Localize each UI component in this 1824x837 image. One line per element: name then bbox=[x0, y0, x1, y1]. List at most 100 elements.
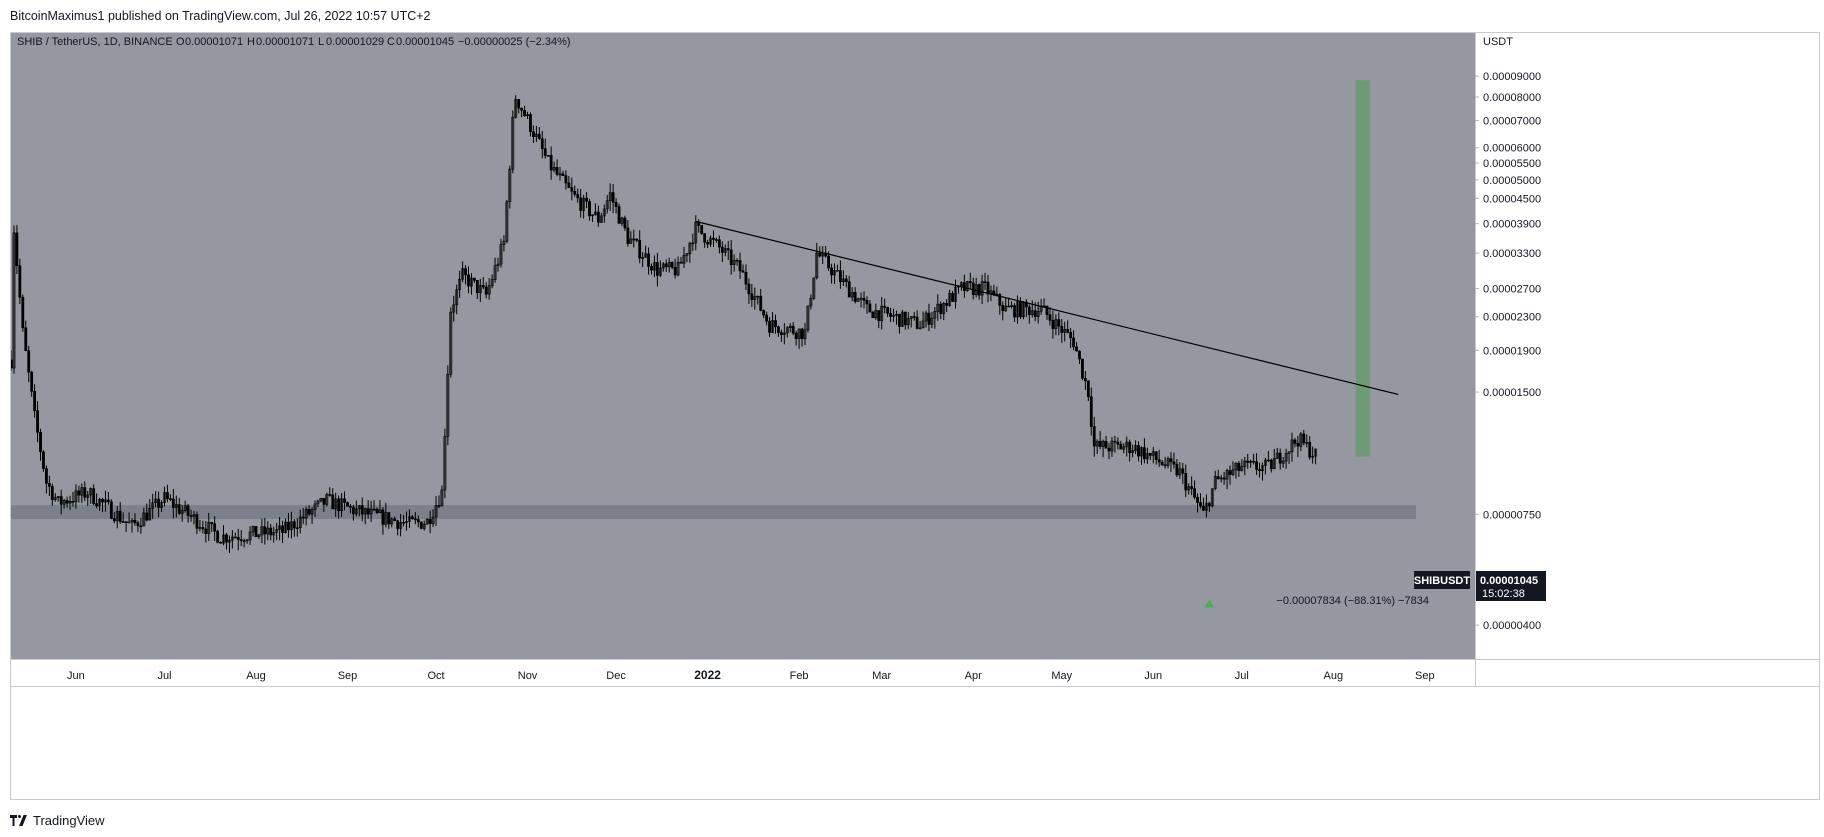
candle bbox=[151, 493, 155, 520]
candle bbox=[927, 303, 931, 332]
candle bbox=[1083, 371, 1087, 390]
candle bbox=[118, 502, 122, 525]
candle bbox=[617, 203, 621, 224]
candle bbox=[45, 465, 48, 494]
candle bbox=[1024, 299, 1028, 318]
price-tick-label: 0.00009000 bbox=[1483, 71, 1541, 83]
candle bbox=[1237, 461, 1241, 477]
candle bbox=[930, 311, 934, 329]
candle bbox=[903, 311, 907, 330]
candle bbox=[1296, 435, 1300, 458]
candle bbox=[464, 265, 467, 285]
price-chart[interactable]: 0.00009000 0.00008000 0.00007000 0.00006000… bbox=[11, 33, 1819, 799]
price-axis-unit: USDT bbox=[1483, 36, 1513, 48]
candle bbox=[36, 401, 39, 443]
candle bbox=[505, 199, 509, 244]
time-tick-label: Sep bbox=[1415, 670, 1435, 682]
candle bbox=[499, 238, 503, 268]
candle bbox=[543, 138, 547, 159]
candle bbox=[750, 284, 754, 307]
candle bbox=[853, 287, 857, 304]
candle bbox=[1205, 494, 1208, 518]
candle bbox=[328, 487, 332, 497]
candle bbox=[1137, 441, 1140, 462]
candle bbox=[703, 233, 707, 248]
candle bbox=[413, 512, 417, 525]
candle bbox=[741, 264, 745, 273]
candle bbox=[484, 282, 488, 299]
candle bbox=[363, 507, 367, 525]
candle bbox=[295, 518, 299, 537]
time-tick-label: Aug bbox=[1324, 670, 1344, 682]
candle bbox=[667, 257, 671, 273]
candle bbox=[166, 484, 169, 503]
time-tick-label: May bbox=[1051, 670, 1072, 682]
candle bbox=[393, 516, 397, 522]
candle bbox=[290, 511, 293, 539]
legend-change: −0.00000025 (−2.34%) bbox=[458, 36, 571, 48]
candle bbox=[1157, 449, 1161, 467]
candle bbox=[260, 518, 264, 544]
candle bbox=[443, 428, 447, 499]
candle bbox=[670, 261, 674, 270]
candle bbox=[774, 314, 777, 334]
candle bbox=[921, 311, 925, 329]
candle bbox=[1246, 453, 1250, 469]
last-price-tag bbox=[1476, 571, 1546, 601]
candle bbox=[236, 528, 240, 551]
candle bbox=[1075, 342, 1078, 352]
candle bbox=[65, 496, 69, 508]
candle bbox=[962, 274, 966, 298]
legend-open-label: O bbox=[176, 36, 185, 48]
candle bbox=[1222, 471, 1226, 485]
candle bbox=[1231, 461, 1235, 477]
candle bbox=[213, 516, 217, 541]
price-tick-label: 0.00001500 bbox=[1483, 387, 1541, 399]
candle bbox=[1140, 446, 1143, 465]
candle bbox=[351, 504, 355, 521]
candle bbox=[1086, 380, 1090, 402]
candle bbox=[720, 241, 724, 263]
chart-container[interactable]: 0.00009000 0.00008000 0.00007000 0.00006000… bbox=[10, 32, 1820, 800]
candle bbox=[806, 305, 810, 333]
candle bbox=[717, 235, 721, 254]
candle bbox=[440, 485, 444, 507]
candle bbox=[1240, 459, 1244, 472]
candle bbox=[759, 288, 763, 312]
candle bbox=[228, 535, 231, 554]
candle bbox=[788, 323, 792, 333]
candle bbox=[1299, 431, 1303, 452]
candle bbox=[95, 493, 98, 509]
candle bbox=[537, 127, 541, 140]
candle bbox=[939, 301, 943, 320]
candle bbox=[511, 110, 515, 174]
candle bbox=[180, 504, 184, 522]
candle bbox=[387, 512, 391, 529]
price-axis[interactable] bbox=[1475, 33, 1819, 659]
candle bbox=[15, 225, 19, 274]
candle bbox=[381, 507, 385, 535]
candle bbox=[915, 310, 919, 330]
candle bbox=[1219, 475, 1223, 483]
candle bbox=[567, 175, 571, 189]
candle bbox=[1004, 298, 1008, 312]
descending-trendline[interactable] bbox=[695, 220, 1399, 396]
candle bbox=[626, 220, 630, 247]
price-tick-label: 0.00008000 bbox=[1483, 92, 1541, 104]
candle bbox=[874, 303, 878, 320]
candle bbox=[133, 513, 137, 526]
candle bbox=[830, 263, 833, 284]
legend-low-value: 0.00001029 bbox=[326, 36, 384, 48]
candle bbox=[198, 520, 202, 532]
candle bbox=[1072, 330, 1075, 351]
candle bbox=[89, 487, 93, 504]
candle bbox=[1148, 453, 1152, 461]
candle bbox=[1116, 437, 1120, 450]
countdown-timer: 15:02:38 bbox=[1482, 588, 1525, 600]
plot-area[interactable] bbox=[11, 33, 1475, 659]
candle bbox=[219, 541, 222, 544]
candle bbox=[1051, 310, 1055, 339]
candle bbox=[1134, 440, 1137, 454]
candle bbox=[558, 166, 562, 181]
price-tick-label: 0.00005000 bbox=[1483, 175, 1541, 187]
